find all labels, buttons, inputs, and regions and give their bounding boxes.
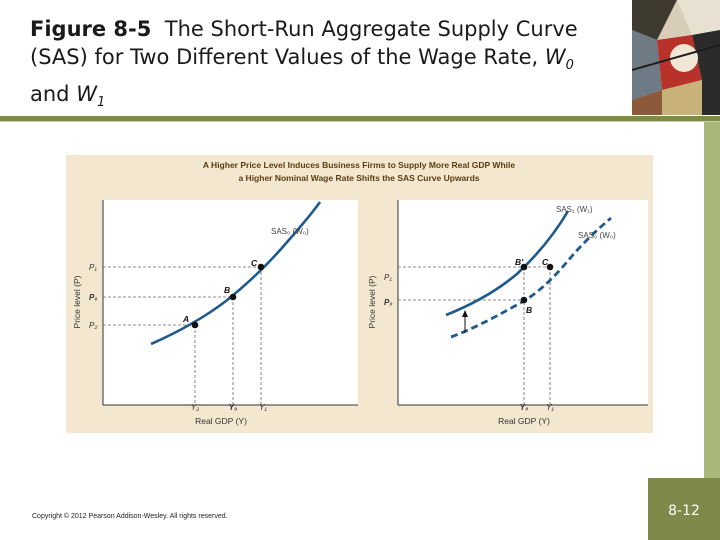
page-number: 8-12 [668,503,700,519]
point-c-right [546,263,554,271]
point-b-label: B [224,285,230,295]
sas1-curve [445,210,570,317]
left-graph: A B C SAS₀ (W₀) P₁ P₀ P₂ Y₂ Y₀ Y₁ Real G… [72,200,358,426]
title-text: The Short-Run Aggregate Supply Curve (SA… [30,17,578,69]
point-b-right-label: B [526,305,532,315]
left-xtick-y0: Y₀ [229,403,238,412]
sas1-label: SAS₁ (W₁) [556,205,593,214]
point-c-right-label: C [542,257,549,267]
figure-heading-line1: A Higher Price Level Induces Business Fi… [203,160,515,170]
point-c [257,263,265,271]
left-xtick-y2: Y₂ [191,403,199,412]
right-xtick-y0: Y₀ [520,403,529,412]
figure-heading-line2: a Higher Nominal Wage Rate Shifts the SA… [238,173,479,183]
point-b-prime-label: B′ [515,257,524,267]
sas0-curve-right [450,216,612,339]
right-ylabel: Price level (P) [367,275,377,328]
point-c-label: C [251,258,258,268]
right-accent-band [704,122,720,478]
sas0-curve-left [150,201,322,346]
shift-arrow-head [462,310,468,317]
left-ytick-p0: P₀ [89,293,98,302]
page-number-box: 8-12 [648,478,720,540]
left-ytick-p2: P₂ [89,321,97,330]
point-b-right [520,296,528,304]
left-curve-label: SAS₀ (W₀) [271,227,309,236]
point-a-label: A [182,314,189,324]
left-xtick-y1: Y₁ [259,403,267,412]
point-a [191,321,199,329]
w0-symbol: W0 [544,45,574,74]
left-ylabel: Price level (P) [72,275,82,328]
right-ytick-p0: P₀ [384,298,393,307]
left-xlabel: Real GDP (Y) [195,416,247,426]
and-word: and [30,82,70,107]
copyright-notice: Copyright © 2012 Pearson Addison-Wesley.… [32,513,228,520]
decorative-artwork [632,0,720,115]
figure-panel: A Higher Price Level Induces Business Fi… [66,155,653,433]
left-ytick-p1: P₁ [89,263,97,272]
slide-title: Figure 8-5 The Short-Run Aggregate Suppl… [30,15,610,117]
sas0-right-label: SAS₀ (W₀) [578,231,616,240]
right-xtick-y1: Y₁ [546,403,554,412]
title-rule [0,116,720,121]
right-xlabel: Real GDP (Y) [498,416,550,426]
right-graph: B′ C B SAS₁ (W₁) SAS₀ (W₀) P₁ P₀ Y₀ Y₁ R… [367,200,648,426]
point-b-prime [520,263,528,271]
title-rule-light [0,121,720,122]
figure-label: Figure 8-5 [30,17,152,41]
right-ytick-p1: P₁ [384,273,392,282]
point-b [229,293,237,301]
w1-symbol: W1 [76,82,106,111]
